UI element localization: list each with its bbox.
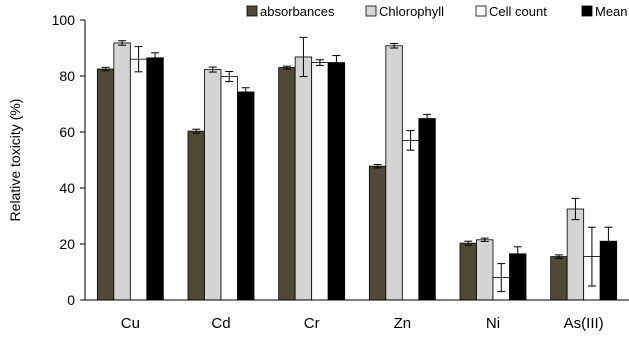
bar-cell-count-cu xyxy=(129,58,148,301)
bar-cell-count-cd xyxy=(220,76,238,301)
bar-cell-count-cr xyxy=(311,62,329,301)
legend-label: absorbances xyxy=(260,4,335,19)
y-tick-label: 40 xyxy=(59,180,75,196)
y-tick-label: 20 xyxy=(59,236,75,252)
x-category-label: Zn xyxy=(394,315,412,332)
bar-mean-cu xyxy=(146,57,164,301)
bar-chlorophyll-cu xyxy=(113,42,131,301)
x-category-label: Ni xyxy=(486,315,500,332)
bar-absorbances-zn xyxy=(368,165,387,301)
axes xyxy=(84,20,629,301)
y-tick-label: 60 xyxy=(59,124,75,140)
x-category-label: Cr xyxy=(304,315,320,332)
bar-cell-count-zn xyxy=(401,139,420,301)
y-axis-label: Relative toxicity (%) xyxy=(7,99,23,222)
bar-mean-cr xyxy=(327,62,346,301)
bar-chlorophyll-ni xyxy=(476,239,494,301)
bar-chlorophyll-zn xyxy=(385,45,403,301)
x-category-label: As(III) xyxy=(564,315,604,332)
legend-label: Cell count xyxy=(489,4,547,19)
x-axis-labels: Cu Cd Cr Zn Ni As(III) xyxy=(121,315,604,332)
legend-swatch xyxy=(246,5,258,17)
x-category-label: Cu xyxy=(121,315,140,332)
bar-chlorophyll-cr xyxy=(294,56,313,301)
bar-absorbances-asiii xyxy=(550,256,568,301)
bar-absorbances-cr xyxy=(278,67,296,301)
bar-absorbances-cd xyxy=(187,130,205,301)
legend-label: Chlorophyll xyxy=(379,4,444,19)
bar-mean-cd xyxy=(237,91,255,301)
y-axis-ticks: 0 20 40 60 80 100 xyxy=(52,12,85,308)
x-category-label: Cd xyxy=(211,315,230,332)
bar-chlorophyll-cd xyxy=(204,69,222,301)
legend-swatch xyxy=(581,5,593,17)
bars-layer xyxy=(96,42,618,301)
error-bars-layer xyxy=(101,36,613,293)
legend-label: Mean xyxy=(595,4,628,19)
legend: absorbances Chlorophyll Cell count Mean xyxy=(246,4,628,19)
legend-swatch xyxy=(365,5,377,17)
bar-chlorophyll-asiii xyxy=(566,208,585,301)
y-tick-label: 100 xyxy=(52,12,76,28)
legend-swatch xyxy=(475,5,487,17)
bar-absorbances-ni xyxy=(459,242,477,301)
y-tick-label: 80 xyxy=(59,68,75,84)
y-tick-label: 0 xyxy=(67,292,75,308)
bar-mean-zn xyxy=(418,118,436,301)
bar-absorbances-cu xyxy=(96,68,115,301)
